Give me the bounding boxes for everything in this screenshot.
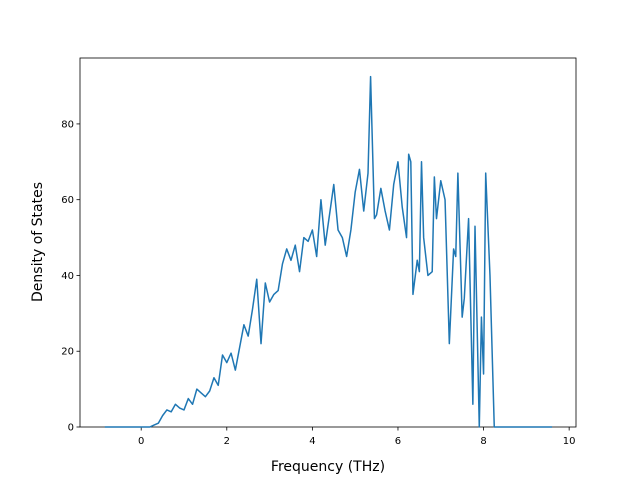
x-tick-label: 8 xyxy=(480,436,486,447)
x-tick-label: 6 xyxy=(395,436,401,447)
x-axis-label: Frequency (THz) xyxy=(271,459,385,475)
series-line xyxy=(104,75,553,428)
x-tick-label: 2 xyxy=(224,436,230,447)
y-tick-label: 40 xyxy=(61,271,74,282)
y-tick-label: 80 xyxy=(61,119,74,130)
plot-frame xyxy=(79,57,577,428)
x-tick-label: 4 xyxy=(309,436,315,447)
x-tick-label: 10 xyxy=(563,436,576,447)
y-tick-label: 0 xyxy=(68,423,74,434)
y-axis-label: Density of States xyxy=(30,182,46,302)
y-tick-label: 60 xyxy=(61,195,74,206)
x-tick-label: 0 xyxy=(138,436,144,447)
y-tick-label: 20 xyxy=(61,347,74,358)
